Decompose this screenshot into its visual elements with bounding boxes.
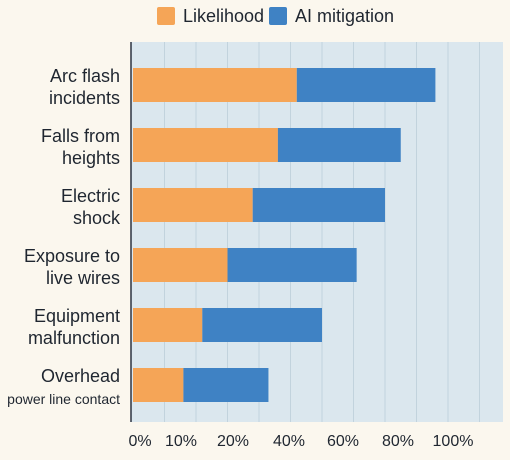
x-tick-label-1: 10% (165, 433, 197, 450)
bar-likelihood-0 (133, 68, 297, 102)
category-label-1-line-1: heights (62, 148, 120, 168)
x-axis-ticks: 0% 10% 20% 40% 60% 80% 100% (128, 433, 473, 450)
category-label-3-line-1: live wires (46, 268, 120, 288)
bars (133, 68, 436, 402)
x-tick-label-5: 80% (382, 433, 414, 450)
legend-item-likelihood-label: Likelihood (183, 6, 264, 26)
bar-likelihood-1 (133, 128, 278, 162)
legend-item-ai-mitigation-label: AI mitigation (295, 6, 394, 26)
bar-ai-mitigation-3 (227, 248, 357, 282)
bar-ai-mitigation-2 (252, 188, 385, 222)
bar-ai-mitigation-1 (277, 128, 401, 162)
bar-likelihood-3 (133, 248, 228, 282)
legend-item-ai-mitigation-swatch (269, 7, 287, 25)
x-tick-label-6: 100% (433, 433, 474, 450)
bar-ai-mitigation-0 (296, 68, 436, 102)
category-label-4-line-1: malfunction (28, 328, 120, 348)
category-label-5-line-0: Overhead (41, 366, 120, 386)
category-label-2-line-0: Electric (61, 186, 120, 206)
category-label-2-line-1: shock (73, 208, 121, 228)
bar-ai-mitigation-5 (183, 368, 269, 402)
category-label-4-line-0: Equipment (34, 306, 120, 326)
category-label-5-line-1: power line contact (7, 391, 120, 407)
grid (164, 42, 480, 422)
plot-area (131, 42, 503, 422)
category-label-1-line-0: Falls from (41, 126, 120, 146)
bar-likelihood-2 (133, 188, 253, 222)
category-label-3-line-0: Exposure to (24, 246, 120, 266)
bar-likelihood-4 (133, 308, 203, 342)
legend-item-likelihood-swatch (157, 7, 175, 25)
x-tick-label-0: 0% (128, 433, 151, 450)
x-tick-label-3: 40% (273, 433, 305, 450)
legend: Likelihood AI mitigation (157, 6, 394, 26)
x-tick-label-4: 60% (327, 433, 359, 450)
x-tick-label-2: 20% (217, 433, 249, 450)
bar-ai-mitigation-4 (202, 308, 322, 342)
category-label-0-line-0: Arc flash (50, 66, 120, 86)
bar-likelihood-5 (133, 368, 184, 402)
category-label-0-line-1: incidents (49, 88, 120, 108)
